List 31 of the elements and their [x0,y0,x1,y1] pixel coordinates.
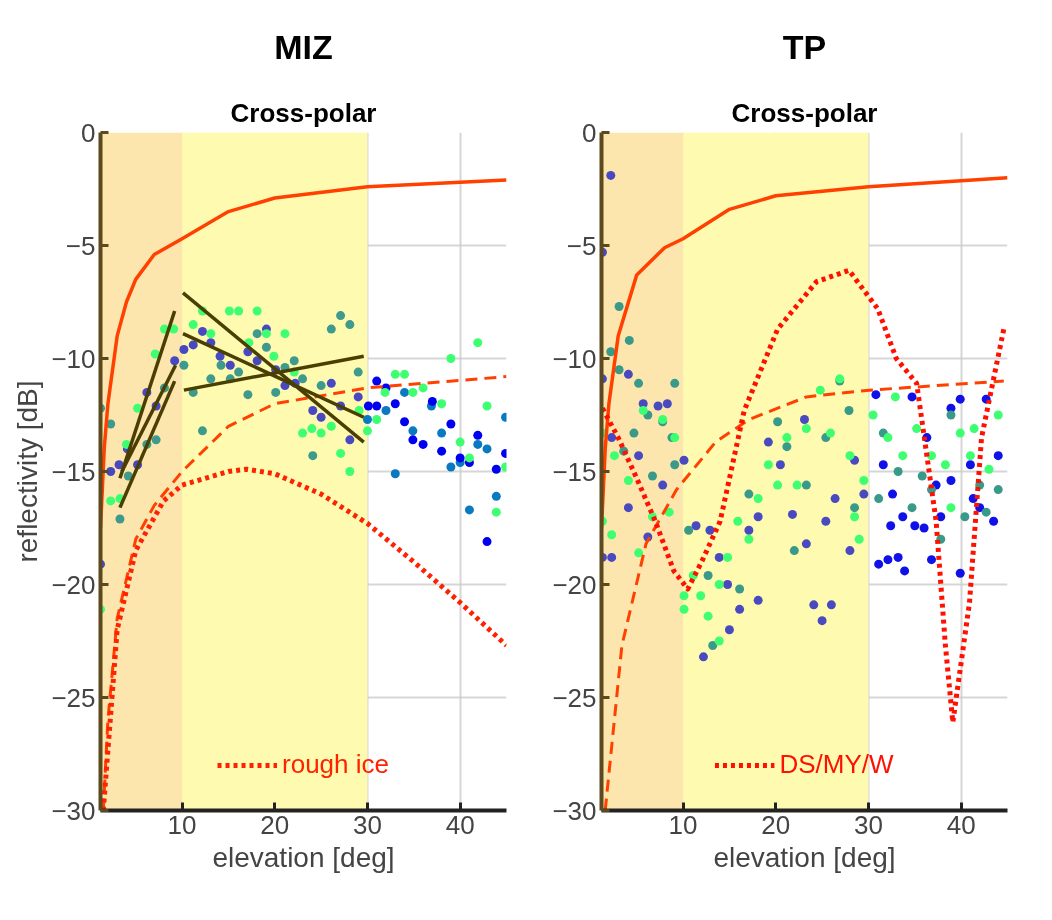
y-tick-label: −25 [51,682,96,713]
y-tick-label: −20 [552,569,597,600]
y-tick-label: −15 [51,456,96,487]
chart-subtitle: Cross-polar [731,97,878,128]
x-tick-label: 30 [353,809,382,840]
y-tick-label: −10 [51,343,96,374]
x-tick-label: 30 [854,809,883,840]
y-tick-label: −5 [566,230,597,261]
y-tick-label: −15 [552,456,597,487]
x-tick-label: 20 [761,809,791,840]
y-tick-label: −20 [51,569,96,600]
y-tick-label: 0 [81,117,96,148]
legend-label: DS/MY/W [779,749,894,780]
x-tick-label: 10 [668,809,698,840]
y-tick-label: −5 [65,230,96,261]
x-tick-label: 40 [445,809,475,840]
legend-label: rough ice [282,749,389,780]
y-tick-label: −30 [51,795,96,826]
y-tick-label: −10 [552,343,597,374]
y-tick-label: 0 [582,117,597,148]
x-axis-title: elevation [deg] [713,841,896,873]
y-tick-label: −25 [552,682,597,713]
x-tick-label: 20 [260,809,290,840]
y-axis-title: reflectivity [dB] [12,380,44,563]
x-axis-title: elevation [deg] [212,841,395,873]
chart-subtitle: Cross-polar [230,97,377,128]
x-tick-label: 10 [167,809,197,840]
x-tick-label: 40 [946,809,976,840]
chart-title: MIZ [274,27,333,66]
y-tick-label: −30 [552,795,597,826]
chart-title: TP [782,27,827,66]
